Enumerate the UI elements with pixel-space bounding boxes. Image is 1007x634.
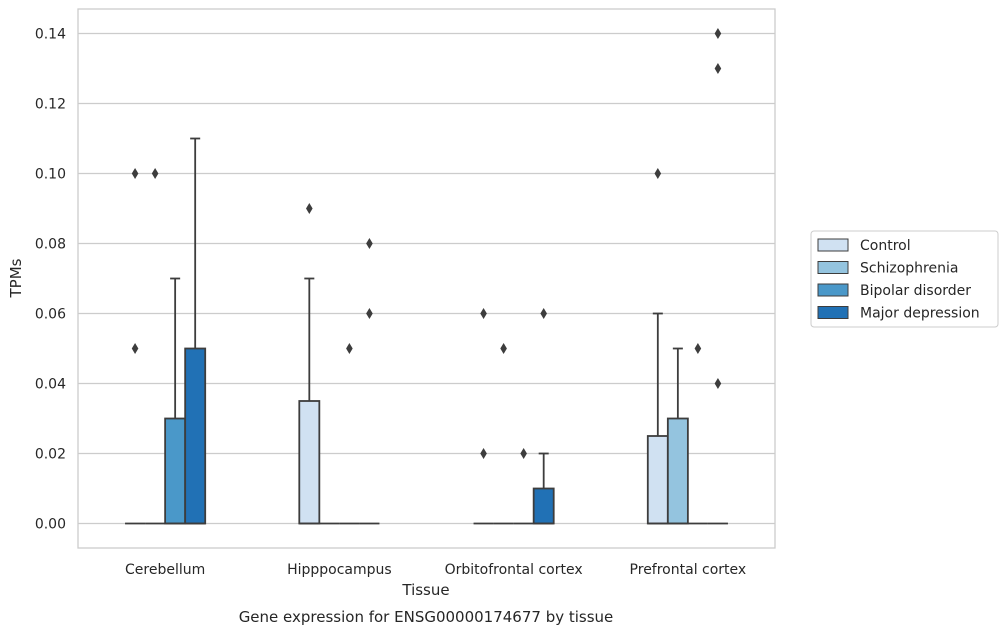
chart-caption: Gene expression for ENSG00000174677 by t… (239, 608, 614, 626)
x-tick-label: Cerebellum (125, 562, 205, 578)
box-major-depression (184, 137, 207, 525)
box-bipolar-disorder (164, 277, 187, 525)
box-schizophrenia (666, 347, 689, 525)
box (164, 417, 187, 525)
box (184, 347, 207, 525)
box-bipolar-disorder (513, 448, 534, 525)
outlier-point (366, 238, 373, 249)
outlier-point (131, 343, 139, 354)
legend-entry: Major depression (860, 306, 980, 322)
box-control (125, 168, 146, 525)
y-axis-label: TPMs (7, 258, 25, 298)
y-tick-label: 0.02 (35, 447, 66, 463)
outlier-point (480, 308, 487, 319)
outlier-point (131, 168, 139, 179)
outlier-point (714, 63, 722, 74)
box (532, 487, 555, 525)
plot-frame (77, 8, 776, 549)
box-control (646, 168, 669, 525)
box-schizophrenia (493, 343, 514, 525)
box-control (298, 203, 321, 525)
box-major-depression (707, 28, 728, 525)
box-groups (125, 28, 728, 525)
legend-swatch (817, 306, 849, 319)
legend-entry: Bipolar disorder (860, 283, 971, 299)
box-major-depression (359, 238, 380, 525)
x-axis-ticks: Cerebellum Hipppocampus Orbitofrontal cort… (125, 562, 746, 578)
y-tick-label: 0.10 (35, 167, 66, 183)
outlier-point (306, 203, 313, 214)
x-axis-label: Tissue (401, 581, 449, 599)
outlier-point (520, 448, 527, 459)
outlier-point (151, 168, 159, 179)
outlier-point (714, 28, 722, 39)
legend: Control Schizophrenia Bipolar disorder Majo… (810, 230, 999, 328)
y-tick-label: 0.06 (35, 307, 66, 323)
legend-swatch (817, 261, 849, 274)
box-schizophrenia (145, 168, 166, 525)
outlier-point (654, 168, 662, 179)
box-control (473, 308, 494, 525)
y-tick-label: 0.08 (35, 237, 66, 253)
y-tick-label: 0.04 (35, 377, 66, 393)
legend-swatch (817, 238, 849, 252)
legend-swatch (817, 283, 849, 297)
legend-entry: Control (860, 238, 911, 254)
legend-entry: Schizophrenia (860, 261, 958, 277)
outlier-point (346, 343, 353, 354)
outlier-point (366, 308, 373, 319)
legend-frame (810, 230, 999, 328)
box-bipolar-disorder (687, 343, 708, 525)
outlier-point (500, 343, 507, 354)
y-axis-ticks: 0.00 0.02 0.04 0.06 0.08 0.10 0.12 0.14 (35, 27, 66, 533)
outlier-point (480, 448, 487, 459)
outlier-point (714, 378, 722, 389)
y-tick-label: 0.12 (35, 97, 66, 113)
box (298, 400, 321, 525)
y-tick-label: 0.14 (35, 27, 66, 43)
y-tick-label: 0.00 (35, 517, 66, 533)
box-major-depression (532, 308, 555, 525)
box (646, 435, 669, 525)
box (666, 417, 689, 525)
x-tick-label: Hipppocampus (287, 562, 392, 578)
outlier-point (694, 343, 702, 354)
box-bipolar-disorder (339, 343, 360, 525)
x-tick-label: Orbitofrontal cortex (445, 562, 583, 578)
outlier-point (540, 308, 547, 319)
x-tick-label: Prefrontal cortex (630, 562, 747, 578)
